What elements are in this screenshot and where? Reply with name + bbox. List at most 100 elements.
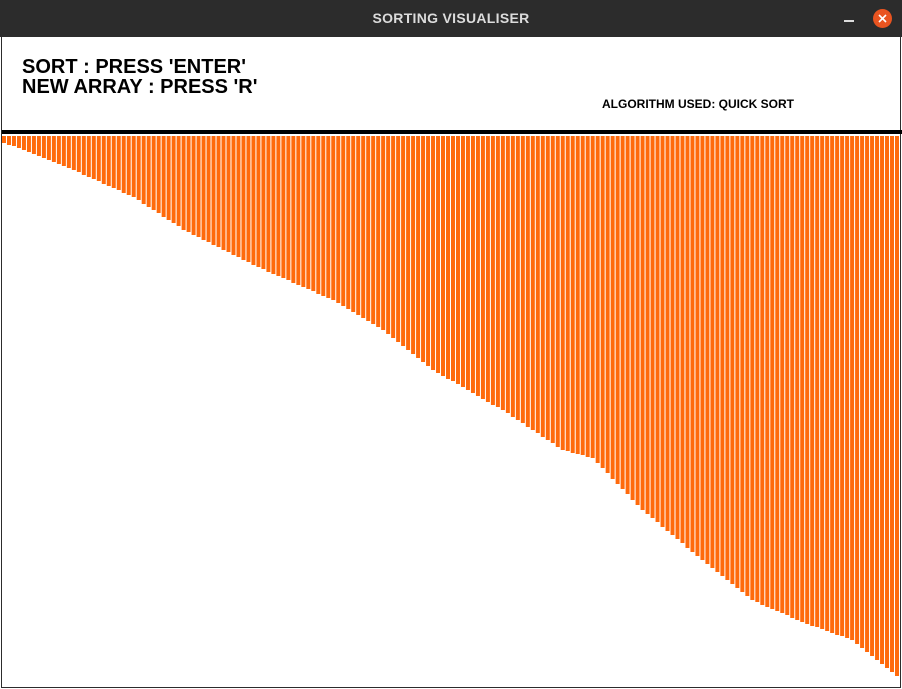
array-bar	[790, 136, 795, 618]
array-bar	[211, 136, 216, 245]
array-bar	[416, 136, 421, 358]
array-bar	[865, 136, 870, 652]
array-bar	[126, 136, 131, 195]
array-bar	[825, 136, 830, 631]
array-bar	[505, 136, 510, 413]
array-bar	[56, 136, 61, 164]
array-bar	[610, 136, 615, 479]
array-bar	[36, 136, 41, 156]
array-bar	[296, 136, 301, 285]
array-bar	[730, 136, 735, 584]
array-bar	[615, 136, 620, 484]
array-bar	[216, 136, 221, 247]
array-bar	[401, 136, 406, 346]
array-bar	[760, 136, 765, 605]
array-bar	[550, 136, 555, 443]
array-bar	[281, 136, 286, 278]
canvas-area: SORT : PRESS 'ENTER' NEW ARRAY : PRESS '…	[1, 37, 902, 688]
array-bar	[535, 136, 540, 433]
array-bar	[381, 136, 386, 330]
array-bar	[361, 136, 366, 318]
array-bar	[261, 136, 266, 269]
array-bar	[271, 136, 276, 274]
array-bar	[286, 136, 291, 280]
array-bar	[451, 136, 455, 381]
array-bar	[605, 136, 610, 473]
array-bar	[391, 136, 396, 338]
array-bar	[146, 136, 151, 207]
array-bar	[850, 136, 855, 640]
array-bar	[86, 136, 91, 177]
array-bar	[251, 136, 256, 265]
array-bar	[520, 136, 525, 423]
array-bar	[510, 136, 515, 417]
array-bar	[346, 136, 351, 309]
array-bar	[645, 136, 650, 514]
array-bar	[336, 136, 341, 303]
array-bar	[570, 136, 575, 453]
array-bar	[580, 136, 585, 455]
array-bar	[895, 136, 899, 676]
array-bar	[840, 136, 845, 636]
array-bar	[690, 136, 695, 552]
algorithm-label: ALGORITHM USED: QUICK SORT	[602, 97, 794, 111]
array-bar	[680, 136, 685, 543]
array-bar	[351, 136, 356, 312]
array-bar	[111, 136, 116, 188]
array-bar	[590, 136, 595, 458]
array-bar	[291, 136, 296, 283]
array-bar	[106, 136, 111, 186]
array-bar	[745, 136, 750, 596]
array-bar	[411, 136, 416, 354]
array-bar	[81, 136, 86, 175]
title-bar: SORTING VISUALISER	[0, 0, 902, 37]
array-bar	[121, 136, 126, 193]
instruction: SORT : PRESS 'ENTER'	[22, 56, 246, 78]
array-bar	[71, 136, 76, 170]
array-bar	[700, 136, 705, 560]
array-bar	[431, 136, 436, 370]
array-bar	[366, 136, 371, 321]
array-bar	[236, 136, 241, 257]
array-bar	[765, 136, 770, 607]
minimize-button[interactable]	[844, 10, 854, 22]
array-bar	[46, 136, 51, 160]
array-bar	[600, 136, 605, 468]
array-bar	[386, 136, 391, 334]
array-bar	[735, 136, 740, 588]
array-bar	[655, 136, 660, 522]
array-bar	[181, 136, 186, 230]
array-bar	[515, 136, 520, 420]
array-bar	[660, 136, 665, 527]
array-bar	[326, 136, 331, 298]
array-bar	[810, 136, 815, 626]
array-bar	[545, 136, 550, 440]
array-bar	[670, 136, 675, 535]
array-bar	[495, 136, 500, 407]
array-bar	[715, 136, 720, 572]
array-bar	[585, 136, 590, 457]
close-button[interactable]	[873, 9, 892, 28]
array-bar	[166, 136, 171, 220]
array-bar	[341, 136, 346, 306]
array-bar	[750, 136, 755, 600]
array-bar	[116, 136, 121, 190]
array-bar	[246, 136, 251, 262]
array-bar	[51, 136, 56, 162]
array-bar	[131, 136, 136, 197]
array-bar	[26, 136, 31, 152]
array-bar	[171, 136, 176, 223]
array-bar	[141, 136, 146, 204]
array-bar	[156, 136, 161, 213]
array-bar	[795, 136, 800, 620]
array-bar	[206, 136, 211, 242]
array-bar	[276, 136, 281, 276]
array-bar	[301, 136, 306, 287]
array-bar	[800, 136, 805, 622]
array-bar	[595, 136, 600, 463]
array-bar	[191, 136, 196, 235]
array-bar	[565, 136, 570, 451]
array-bar	[41, 136, 46, 158]
array-bar	[6, 136, 11, 145]
